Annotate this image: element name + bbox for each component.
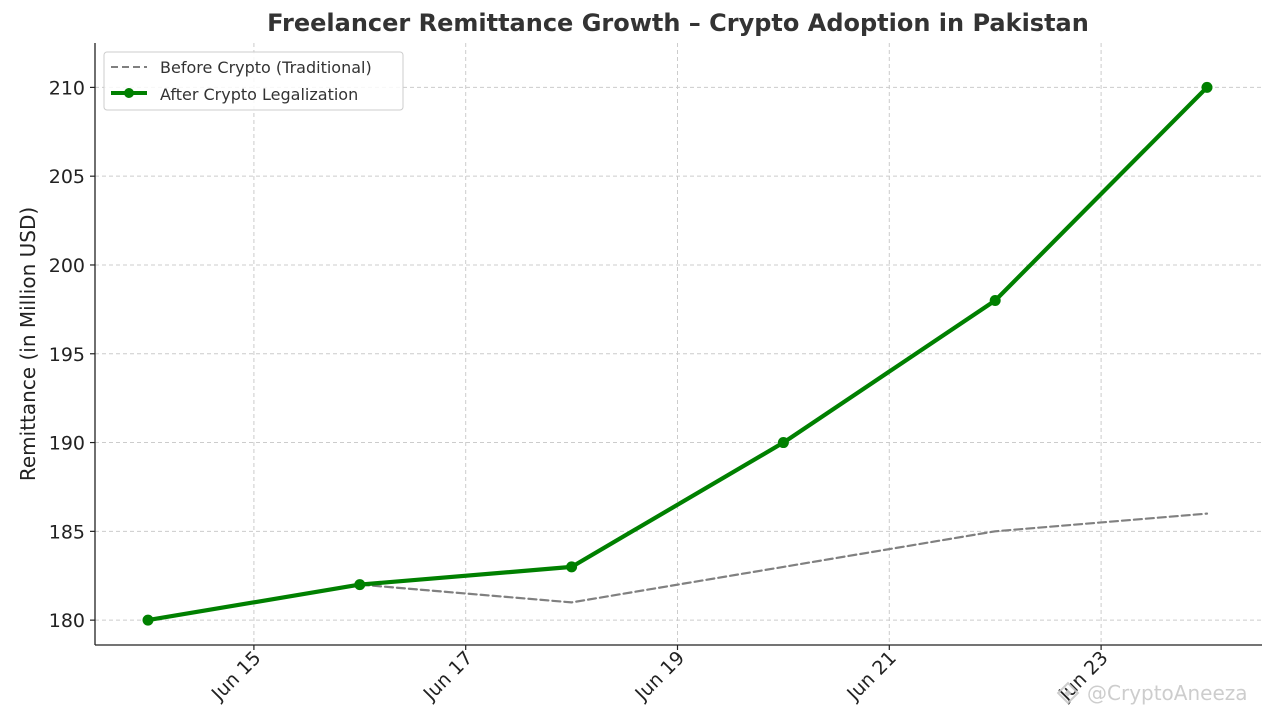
data-point-after-crypto: [989, 294, 1001, 306]
y-tick-label: 210: [49, 77, 85, 99]
legend: Before Crypto (Traditional) After Crypto…: [103, 51, 404, 111]
x-tick-label: Jun 15: [207, 647, 266, 706]
x-tick-label: Jun 21: [842, 647, 901, 706]
legend-box: [103, 51, 404, 111]
data-point-after-crypto: [1201, 81, 1213, 93]
chart-title: Freelancer Remittance Growth – Crypto Ad…: [267, 9, 1089, 37]
grid: [95, 43, 1262, 645]
watermark: @CryptoAneeza: [1056, 681, 1248, 705]
y-tick-label: 180: [49, 610, 85, 632]
x-tick-label: Jun 17: [419, 647, 478, 706]
legend-label-after: After Crypto Legalization: [160, 85, 358, 104]
data-point-after-crypto: [777, 437, 789, 449]
data-point-after-crypto: [566, 561, 578, 573]
y-tick-label: 200: [49, 255, 85, 277]
y-tick-label: 190: [49, 433, 85, 455]
legend-marker-after: [124, 88, 134, 98]
x-tick-label: Jun 19: [630, 647, 689, 706]
series-layer: [142, 81, 1213, 626]
x-ticks: Jun 15 Jun 17 Jun 19 Jun 21 Jun 23: [207, 645, 1113, 706]
axes: [94, 43, 1262, 646]
data-point-after-crypto: [142, 614, 154, 626]
y-axis-label: Remittance (in Million USD): [16, 207, 40, 481]
series-line-after-crypto: [145, 85, 1210, 623]
watermark-text: @CryptoAneeza: [1087, 681, 1248, 705]
y-tick-label: 185: [49, 521, 85, 543]
legend-label-before: Before Crypto (Traditional): [160, 58, 372, 77]
y-tick-label: 195: [49, 344, 85, 366]
y-ticks: 180 185 190 195 200 205 210: [49, 77, 95, 632]
y-tick-label: 205: [49, 166, 85, 188]
data-point-after-crypto: [354, 579, 366, 591]
